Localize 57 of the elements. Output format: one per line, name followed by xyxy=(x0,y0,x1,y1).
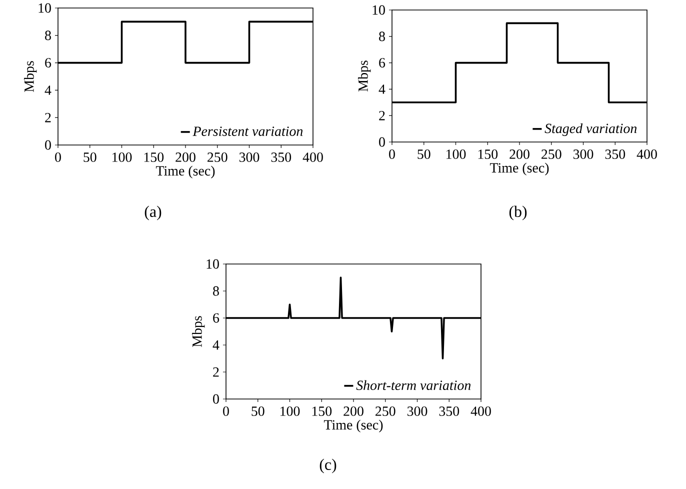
x-tick-label: 300 xyxy=(239,152,260,162)
x-axis-title: Time (sec) xyxy=(490,162,549,176)
x-tick-label: 50 xyxy=(252,406,264,416)
x-tick-label: 400 xyxy=(636,150,657,159)
y-tick-label: 8 xyxy=(213,286,219,296)
y-tick-label: 6 xyxy=(213,313,220,323)
legend-label: Staged variation xyxy=(544,123,637,136)
x-tick-label: 400 xyxy=(302,152,323,162)
x-tick-label: 300 xyxy=(573,150,594,159)
y-axis-title: Mbps xyxy=(358,60,371,92)
x-tick-label: 0 xyxy=(389,150,395,159)
text: (a) xyxy=(144,206,162,220)
y-tick-label: 4 xyxy=(212,340,220,350)
legend-label: Short-term variation xyxy=(356,380,471,390)
y-tick-label: 10 xyxy=(372,5,385,15)
x-tick-label: 150 xyxy=(312,406,332,416)
x-tick-label: 150 xyxy=(478,150,498,159)
x-tick-label: 300 xyxy=(407,406,428,416)
y-tick-label: 2 xyxy=(45,112,51,122)
x-tick-label: 200 xyxy=(510,150,530,159)
legend-label: Persistent variation xyxy=(192,126,303,136)
y-axis-title: Mbps xyxy=(192,316,205,347)
y-axis-title: Mbps xyxy=(24,61,37,92)
x-tick-label: 250 xyxy=(542,150,562,159)
y-tick-label: 4 xyxy=(378,84,386,94)
y-tick-label: 4 xyxy=(44,86,52,95)
y-tick-label: 10 xyxy=(38,3,51,13)
x-tick-label: 200 xyxy=(344,406,364,416)
x-tick-label: 350 xyxy=(605,150,626,159)
y-tick-label: 0 xyxy=(379,137,385,147)
y-tick-label: 2 xyxy=(213,367,219,377)
x-tick-label: 50 xyxy=(84,152,96,162)
x-tick-label: 100 xyxy=(112,152,132,162)
x-tick-label: 100 xyxy=(446,150,466,159)
x-tick-label: 0 xyxy=(223,406,229,416)
x-tick-label: 400 xyxy=(470,406,491,416)
y-tick-label: 6 xyxy=(45,58,52,68)
x-tick-label: 0 xyxy=(55,152,61,162)
x-tick-label: 150 xyxy=(144,152,164,162)
y-tick-label: 8 xyxy=(379,32,385,42)
y-tick-label: 6 xyxy=(379,58,386,68)
y-tick-label: 0 xyxy=(45,140,51,150)
y-tick-label: 8 xyxy=(45,30,51,40)
x-tick-label: 100 xyxy=(280,406,300,416)
x-axis-title: Time (sec) xyxy=(324,420,383,432)
text: (c) xyxy=(320,458,336,474)
x-tick-label: 250 xyxy=(376,406,396,416)
x-axis-title: Time (sec) xyxy=(156,166,215,178)
y-tick-label: 2 xyxy=(379,110,385,120)
x-tick-label: 200 xyxy=(176,152,196,162)
y-tick-label: 0 xyxy=(213,394,219,404)
x-tick-label: 350 xyxy=(271,152,292,162)
y-tick-label: 10 xyxy=(206,259,219,269)
x-tick-label: 50 xyxy=(418,150,430,159)
x-tick-label: 250 xyxy=(208,152,228,162)
text: (b) xyxy=(509,206,527,220)
x-tick-label: 350 xyxy=(439,406,460,416)
